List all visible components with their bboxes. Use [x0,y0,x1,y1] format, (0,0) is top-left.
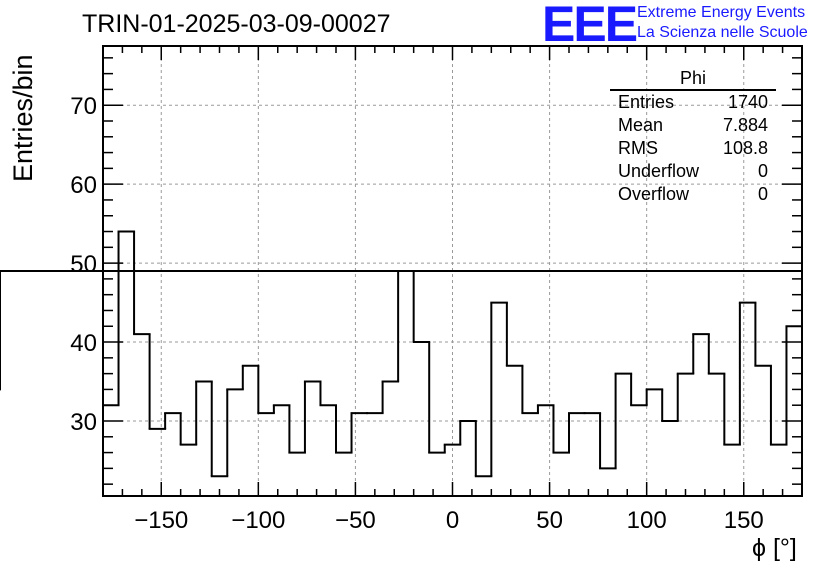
stats-label: RMS [618,138,658,158]
x-tick-label: 100 [627,507,667,534]
stats-row: Underflow 0 [610,160,776,183]
stats-title: Phi [610,68,776,91]
y-tick-label: 50 [70,251,97,278]
chart-title: TRIN-01-2025-03-09-00027 [82,10,391,38]
stats-row: Overflow 0 [610,183,776,206]
x-tick-label: 150 [724,507,764,534]
x-tick-label: −50 [335,507,376,534]
y-tick-label: 70 [70,93,97,120]
y-tick-label: 60 [70,172,97,199]
y-tick-label: 40 [70,330,97,357]
x-axis-label: ϕ [°] [752,534,797,562]
stats-row: RMS 108.8 [610,137,776,160]
x-tick-label: 50 [536,507,563,534]
x-tick-label: 0 [446,507,459,534]
y-axis-label: Entries/bin [8,54,38,182]
stats-row: Entries 1740 [610,91,776,114]
stats-value: 0 [757,161,768,181]
stats-label: Underflow [618,161,700,181]
y-tick-label: 30 [70,409,97,436]
x-tick-label: −100 [231,507,285,534]
stats-label: Overflow [618,184,690,204]
logo-subtitle-1: Extreme Energy Events [637,4,806,21]
stats-label: Entries [618,92,675,112]
stats-value: 7.884 [722,115,768,135]
stats-value: 108.8 [722,138,768,158]
x-tick-label: −150 [134,507,188,534]
eee-logo: EEE [542,0,638,52]
stats-value: 1740 [727,92,768,112]
stats-label: Mean [618,115,664,135]
stats-row: Mean 7.884 [610,114,776,137]
stats-box: Phi Entries 1740 Mean 7.884 RMS 108.8 Un… [610,68,776,206]
stats-value: 0 [757,184,768,204]
logo-subtitle-2: La Scienza nelle Scuole [637,24,808,41]
